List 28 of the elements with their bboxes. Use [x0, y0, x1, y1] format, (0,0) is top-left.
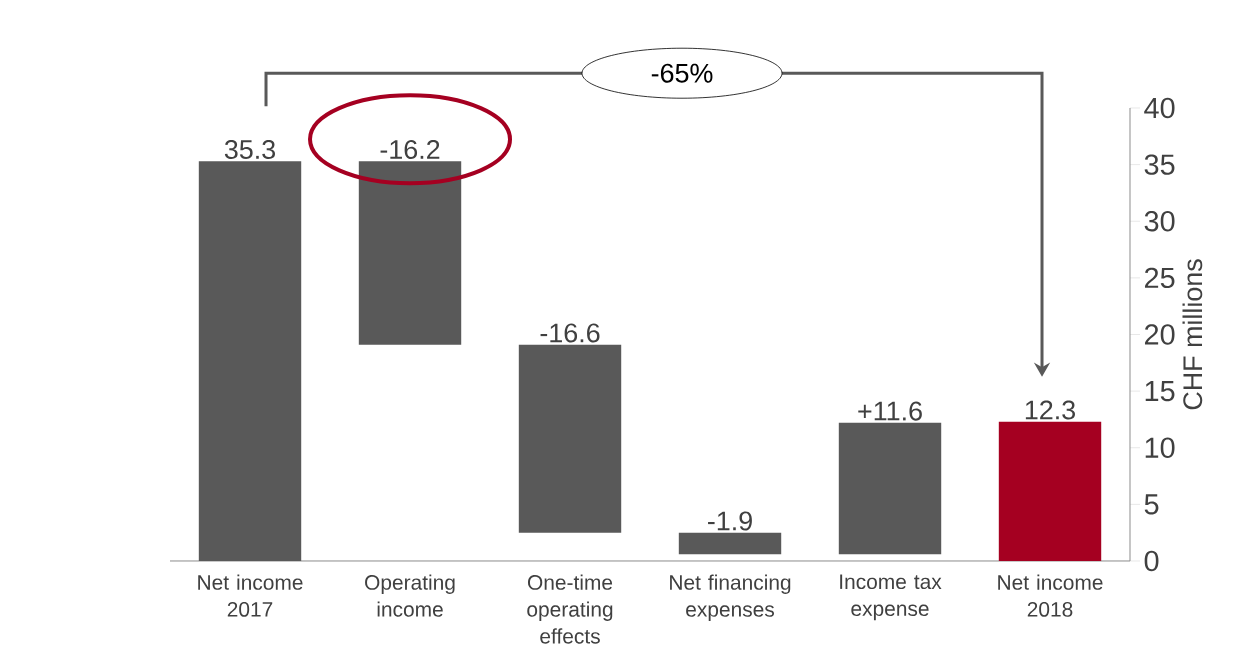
bar [198, 161, 302, 561]
y-tick-label: 20 [1144, 324, 1175, 345]
x-tick-label: Net financing expenses [670, 574, 791, 621]
data-label: +11.6 [858, 401, 922, 421]
y-tick-label: 35 [1144, 154, 1175, 175]
x-tick-label: Operating income [365, 574, 455, 617]
y-tick-label: 10 [1145, 437, 1175, 458]
data-label: -16.6 [540, 323, 600, 343]
text: -65% [651, 63, 713, 83]
y-tick-label: 25 [1144, 267, 1175, 289]
x-tick-label: Net income 2018 [998, 574, 1103, 617]
bar [678, 532, 782, 555]
y-tick-label: 0 [1144, 550, 1159, 572]
data-label: -1.9 [708, 511, 752, 531]
data-label: -16.2 [380, 139, 440, 160]
y-tick-label: 5 [1144, 494, 1159, 515]
x-tick-label: Net income 2017 [198, 574, 303, 617]
y-tick-label: 30 [1144, 211, 1175, 232]
bar [838, 422, 942, 555]
y-tick-label: 15 [1145, 381, 1175, 402]
x-tick-label: One-time operating effects [527, 574, 613, 644]
bar [518, 344, 622, 533]
x-tick-label: Income tax expense [840, 574, 942, 621]
bar [998, 421, 1102, 561]
y-axis-title: CHF millions [1182, 259, 1203, 410]
y-tick-label: 40 [1144, 97, 1175, 119]
data-label: 35.3 [224, 139, 275, 160]
data-label: 12.3 [1025, 400, 1075, 420]
